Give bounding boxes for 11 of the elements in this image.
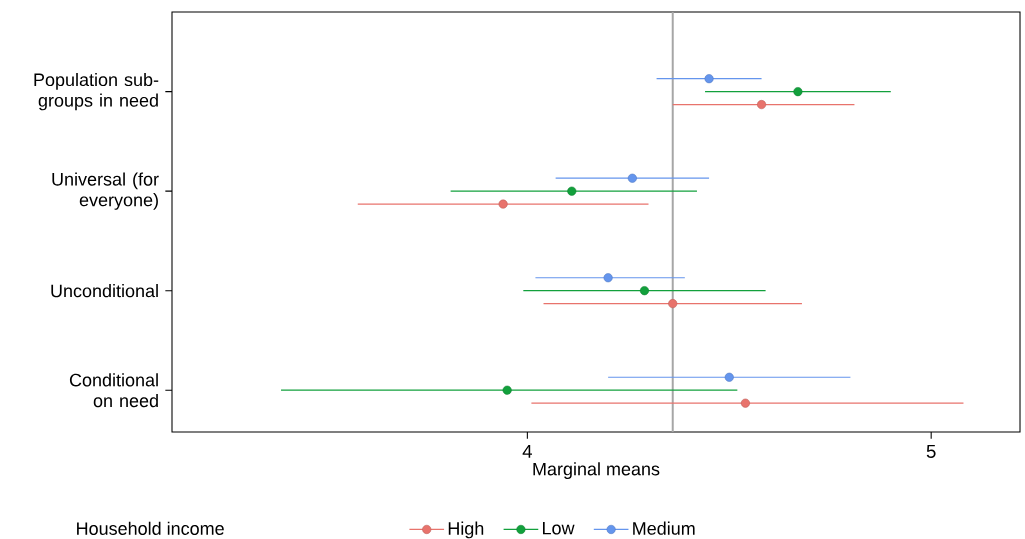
y-tick-label: Population sub-groups in need	[34, 72, 159, 111]
x-tick-label: 4	[522, 444, 532, 458]
y-tick-label: Unconditional	[51, 284, 158, 298]
legend-label: Low	[543, 521, 575, 535]
x-axis-title: Marginal means	[533, 462, 660, 479]
legend-label: High	[448, 521, 484, 539]
y-tick-label: Universal (for everyone)	[52, 172, 159, 210]
legend-label: Medium	[633, 521, 695, 535]
x-tick-label: 5	[926, 444, 936, 458]
legend-title: Household income	[77, 521, 224, 535]
y-tick-label: Conditional on need	[69, 373, 158, 408]
